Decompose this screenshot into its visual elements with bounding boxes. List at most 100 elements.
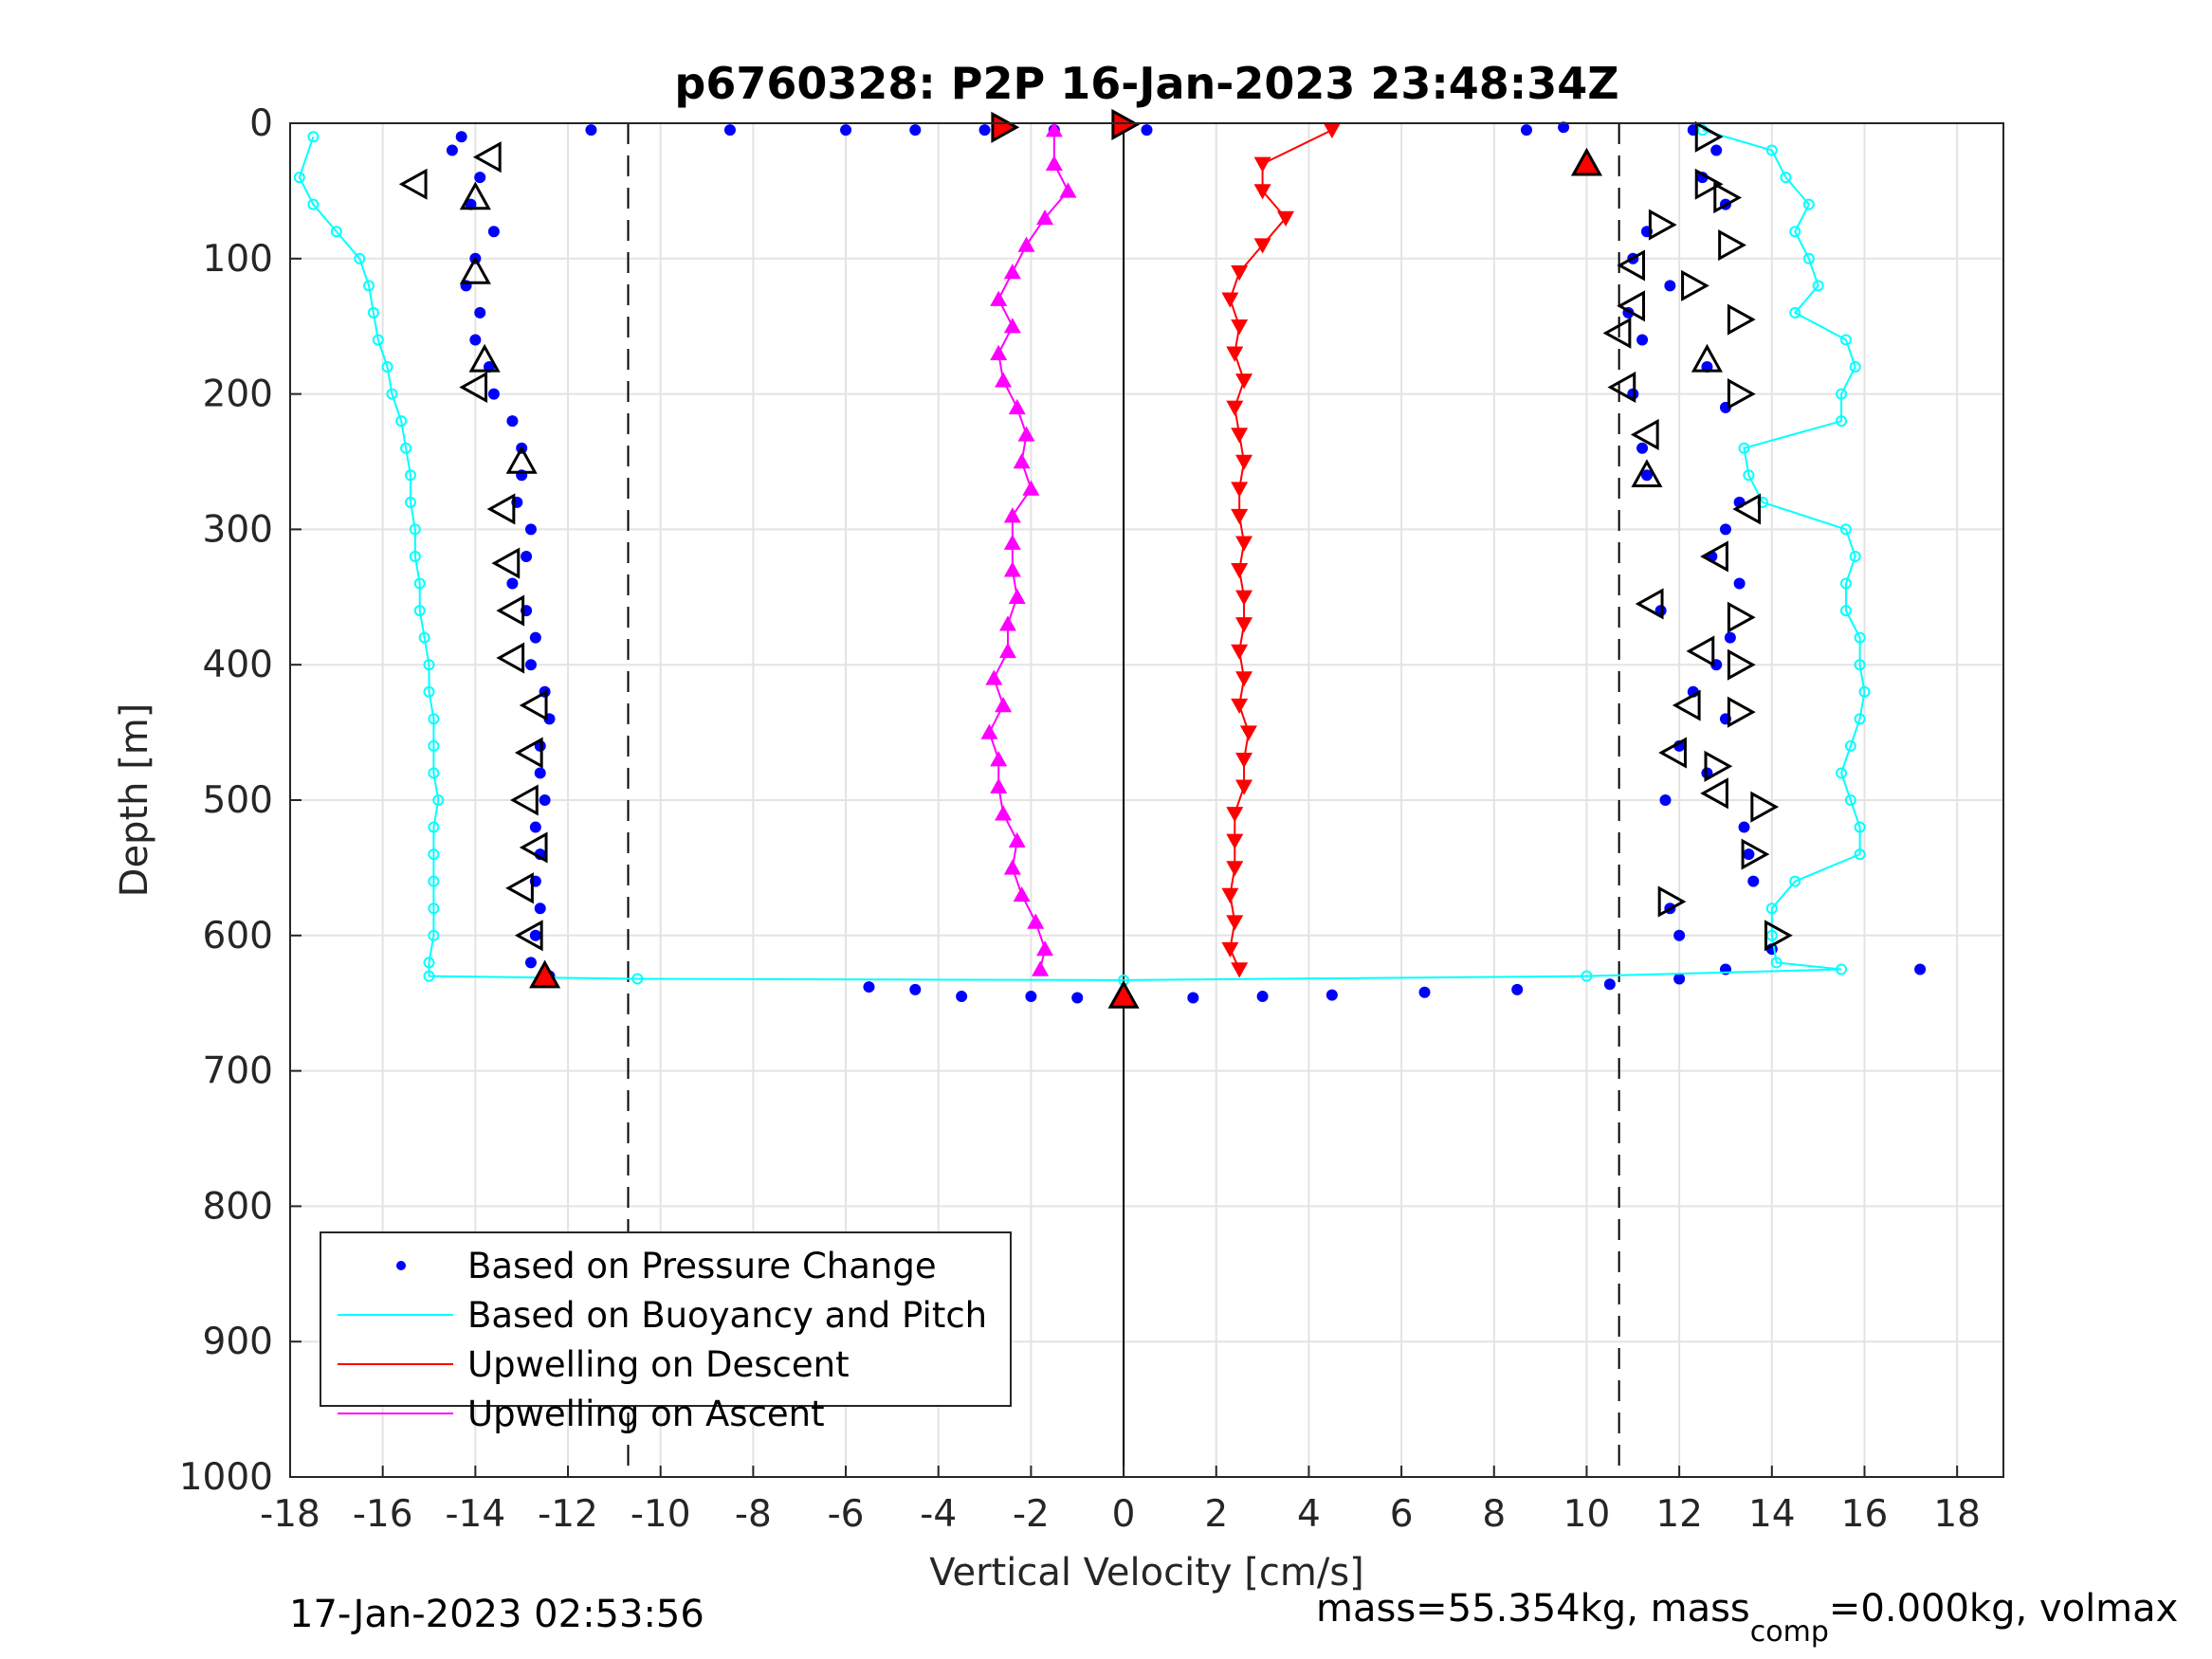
data-point <box>1003 264 1021 280</box>
data-point <box>990 290 1008 306</box>
data-point <box>1520 124 1532 137</box>
data-point <box>428 739 440 752</box>
x-tick-label: -10 <box>631 1493 691 1536</box>
event-marker <box>1750 791 1780 823</box>
data-point <box>423 970 435 982</box>
event-marker <box>1700 777 1728 810</box>
data-point <box>354 252 366 264</box>
event-marker <box>1691 343 1723 373</box>
y-tick-label: 100 <box>203 238 273 281</box>
data-point <box>474 306 486 319</box>
event-marker <box>486 493 516 525</box>
event-marker <box>509 784 539 816</box>
event-marker <box>991 111 1020 143</box>
data-point <box>1025 991 1037 1003</box>
data-point <box>985 669 1003 685</box>
data-point <box>1017 426 1035 442</box>
data-point <box>487 226 500 238</box>
data-point <box>1239 725 1257 741</box>
data-point <box>455 131 467 143</box>
data-point <box>1733 577 1746 590</box>
data-point <box>1765 902 1778 915</box>
footer-mass-info: mass=55.354kg, masscomp=0.000kg, volmax <box>1316 1587 2178 1649</box>
data-point <box>1839 605 1852 617</box>
data-point <box>1022 480 1040 496</box>
data-point <box>1008 831 1026 848</box>
event-marker <box>1727 696 1756 728</box>
data-point <box>539 794 551 806</box>
data-point <box>1839 523 1852 536</box>
data-point <box>1836 388 1848 400</box>
event-marker <box>519 831 548 864</box>
data-point <box>521 550 533 562</box>
x-axis-label: Vertical Velocity [cm/s] <box>929 1551 1364 1595</box>
data-point <box>1789 226 1801 238</box>
data-point <box>1235 779 1253 795</box>
data-point <box>1059 182 1077 198</box>
data-point <box>1724 631 1736 644</box>
data-point <box>1231 644 1249 660</box>
y-tick-label: 500 <box>203 779 273 822</box>
event-marker <box>1107 979 1140 1009</box>
data-point <box>1235 374 1253 390</box>
event-marker <box>1630 418 1659 450</box>
y-axis-label: Depth [m] <box>113 703 156 898</box>
data-point <box>423 685 435 698</box>
event-marker <box>1732 493 1762 525</box>
data-point <box>1558 121 1570 134</box>
data-point <box>1765 144 1778 156</box>
x-tick-label: 12 <box>1655 1493 1703 1536</box>
data-point <box>534 902 546 915</box>
mass-text-suffix: =0.000kg, volmax <box>1829 1587 2178 1631</box>
event-marker <box>505 872 534 904</box>
data-point <box>1839 334 1852 346</box>
data-point <box>1013 453 1031 469</box>
legend-label: Upwelling on Descent <box>467 1344 850 1385</box>
data-point <box>1253 184 1271 200</box>
event-marker <box>472 141 502 173</box>
event-marker <box>1681 269 1709 301</box>
event-marker <box>1602 317 1632 349</box>
x-tick-label: 14 <box>1748 1493 1796 1536</box>
event-marker <box>1617 290 1645 322</box>
data-point <box>1802 198 1815 210</box>
data-point <box>1636 442 1649 454</box>
data-point <box>1780 172 1792 184</box>
data-point <box>428 767 440 779</box>
event-marker <box>398 168 428 200</box>
event-marker <box>514 920 543 952</box>
data-point <box>1231 563 1249 579</box>
footer-timestamp: 17-Jan-2023 02:53:56 <box>289 1593 704 1636</box>
data-point <box>1603 978 1616 991</box>
data-point <box>395 415 408 428</box>
data-point <box>428 821 440 833</box>
data-point <box>1747 875 1760 887</box>
data-point <box>1789 306 1801 319</box>
data-point <box>840 124 852 137</box>
x-tick-label: 0 <box>1112 1493 1136 1536</box>
data-point <box>998 642 1016 659</box>
x-tick-label: -12 <box>538 1493 598 1536</box>
event-marker <box>459 371 488 404</box>
data-point <box>428 875 440 887</box>
data-point <box>524 659 537 671</box>
data-point <box>432 794 445 806</box>
data-point <box>469 334 482 346</box>
data-point <box>1013 885 1031 902</box>
event-marker <box>1635 588 1664 620</box>
data-point <box>1854 631 1866 644</box>
legend-label: Based on Pressure Change <box>467 1246 937 1286</box>
data-point <box>400 442 412 454</box>
data-point <box>1017 236 1035 252</box>
data-point <box>1187 992 1199 1004</box>
event-marker <box>1111 108 1141 140</box>
data-point <box>1738 442 1750 454</box>
x-tick-label: -4 <box>920 1493 957 1536</box>
data-point <box>423 957 435 969</box>
data-point <box>1141 124 1153 137</box>
data-point <box>413 577 426 590</box>
data-point <box>534 767 546 779</box>
data-point <box>524 523 537 536</box>
data-point <box>1231 698 1249 715</box>
